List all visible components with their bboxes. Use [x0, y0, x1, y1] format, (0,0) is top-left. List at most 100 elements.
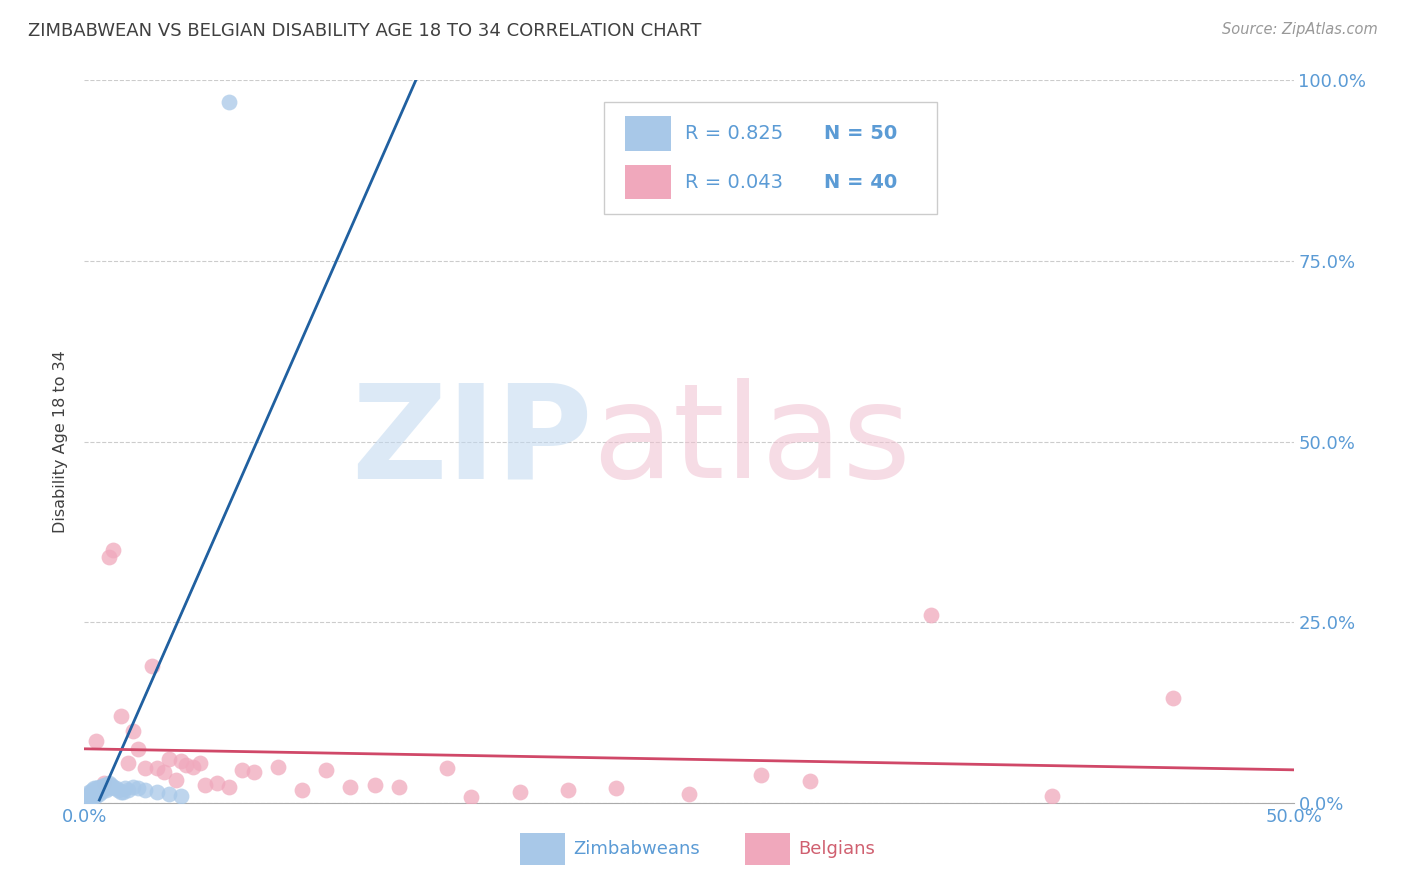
Point: [146, 761, 169, 775]
Point: [799, 774, 821, 789]
Text: R = 0.043: R = 0.043: [685, 173, 783, 192]
Point: [557, 782, 579, 797]
Point: [181, 760, 204, 774]
Point: [86, 781, 108, 796]
Point: [87, 787, 110, 801]
Point: [86, 786, 108, 800]
Point: [1161, 691, 1184, 706]
Text: N = 40: N = 40: [824, 173, 897, 192]
Point: [94, 782, 117, 797]
Point: [141, 658, 163, 673]
Point: [93, 781, 115, 796]
Y-axis label: Disability Age 18 to 34: Disability Age 18 to 34: [53, 351, 69, 533]
Point: [112, 785, 135, 799]
Point: [77, 789, 100, 803]
Point: [388, 780, 411, 794]
Point: [86, 782, 108, 797]
Point: [242, 765, 264, 780]
Point: [76, 793, 98, 807]
Point: [121, 780, 143, 794]
Point: [174, 758, 197, 772]
Point: [83, 781, 105, 796]
Point: [93, 778, 115, 792]
Point: [77, 787, 100, 801]
Point: [97, 781, 120, 796]
Point: [267, 760, 290, 774]
Bar: [745, 833, 790, 865]
Point: [83, 787, 105, 801]
Point: [76, 790, 98, 805]
Point: [291, 782, 314, 797]
Text: R = 0.825: R = 0.825: [685, 124, 783, 144]
Point: [207, 775, 229, 789]
Point: [153, 765, 176, 780]
Point: [87, 785, 110, 799]
Point: [218, 95, 240, 109]
Point: [94, 778, 117, 792]
Point: [103, 542, 125, 557]
Point: [80, 790, 103, 805]
Point: [751, 768, 773, 782]
Point: [103, 780, 125, 794]
Text: Belgians: Belgians: [799, 840, 876, 858]
Point: [146, 785, 169, 799]
Point: [77, 790, 100, 805]
Point: [87, 780, 110, 794]
Point: [87, 782, 110, 797]
Bar: [624, 117, 671, 151]
Point: [86, 734, 108, 748]
Point: [121, 723, 143, 738]
Point: [97, 775, 120, 789]
Point: [165, 772, 187, 787]
Point: [134, 761, 156, 775]
Point: [80, 782, 103, 797]
Point: [107, 782, 129, 797]
Point: [157, 787, 180, 801]
Text: atlas: atlas: [592, 378, 911, 505]
Point: [76, 789, 98, 803]
Point: [100, 778, 122, 792]
Point: [170, 754, 193, 768]
Point: [315, 764, 337, 778]
Point: [157, 752, 180, 766]
Point: [194, 778, 217, 792]
Point: [117, 756, 139, 770]
Point: [86, 785, 108, 799]
Bar: [624, 165, 671, 200]
Point: [80, 787, 103, 801]
Text: ZIP: ZIP: [350, 378, 592, 505]
Point: [920, 607, 942, 622]
Point: [436, 761, 458, 775]
Text: Source: ZipAtlas.com: Source: ZipAtlas.com: [1222, 22, 1378, 37]
Point: [509, 785, 531, 799]
Point: [83, 783, 105, 797]
Point: [127, 741, 149, 756]
Point: [93, 775, 115, 789]
Point: [90, 780, 112, 794]
Point: [90, 782, 112, 797]
Point: [104, 781, 127, 796]
Point: [678, 787, 700, 801]
Text: N = 50: N = 50: [824, 124, 897, 144]
Point: [170, 789, 193, 803]
Point: [231, 764, 253, 778]
Point: [110, 709, 132, 723]
Text: ZIMBABWEAN VS BELGIAN DISABILITY AGE 18 TO 34 CORRELATION CHART: ZIMBABWEAN VS BELGIAN DISABILITY AGE 18 …: [28, 22, 702, 40]
Point: [134, 782, 156, 797]
Point: [114, 781, 136, 796]
Point: [110, 785, 132, 799]
Point: [190, 756, 212, 770]
Text: Zimbabweans: Zimbabweans: [574, 840, 700, 858]
Point: [80, 789, 103, 803]
Point: [117, 782, 139, 797]
Point: [83, 785, 105, 799]
Point: [218, 780, 240, 794]
Point: [97, 550, 120, 565]
Point: [127, 781, 149, 796]
Bar: [520, 833, 565, 865]
Point: [339, 780, 361, 794]
Point: [86, 789, 108, 803]
Point: [363, 778, 385, 792]
Point: [1040, 789, 1063, 803]
Point: [605, 781, 627, 796]
